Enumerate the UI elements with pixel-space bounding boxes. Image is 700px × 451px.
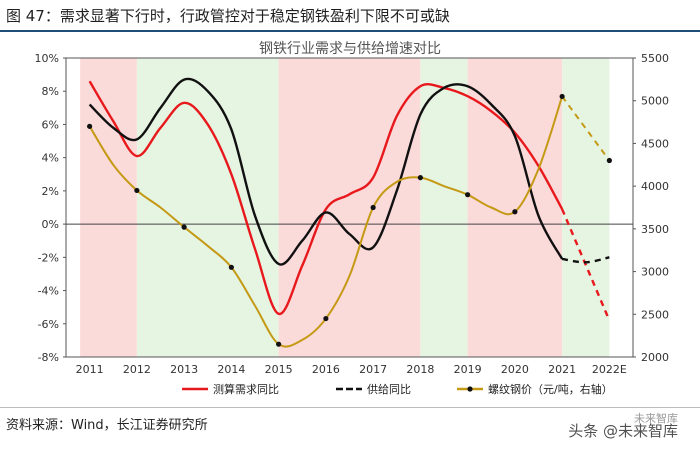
legend-marker xyxy=(467,386,473,392)
series-line-0 xyxy=(88,80,564,315)
series-point xyxy=(512,209,518,215)
x-tick-label: 2013 xyxy=(170,363,198,376)
legend-label-1: 供给同比 xyxy=(367,382,411,396)
y-left-tick-label: 8% xyxy=(42,85,59,98)
y-left-tick-label: 6% xyxy=(42,118,59,131)
plot-frame xyxy=(65,57,634,358)
legend-label-2: 螺纹钢价（元/吨，右轴） xyxy=(488,382,613,396)
x-tick-label: 2011 xyxy=(76,363,104,376)
figure-title: 图 47：需求显著下行时，行政管控对于稳定钢铁盈利下限不可或缺 xyxy=(6,7,450,25)
x-tick-label: 2021 xyxy=(548,363,576,376)
y-left-tick-label: -8% xyxy=(38,351,59,364)
background-band-2 xyxy=(278,58,421,357)
series-point xyxy=(87,123,93,129)
y-left-tick-label: 4% xyxy=(42,152,59,165)
y-right-tick-label: 3500 xyxy=(641,223,669,236)
x-tick-label: 2012 xyxy=(123,363,151,376)
series-point xyxy=(276,341,282,347)
series-point xyxy=(606,157,612,164)
y-right-tick-label: 2000 xyxy=(641,351,669,364)
x-tick-label: 2020 xyxy=(501,363,529,376)
background-band-4 xyxy=(467,58,563,357)
series-forecast-line-1 xyxy=(561,256,610,264)
x-tick-label: 2015 xyxy=(265,363,293,376)
y-left-tick-label: -2% xyxy=(38,251,59,264)
x-tick-label: 2018 xyxy=(406,363,434,376)
y-right-tick-label: 5000 xyxy=(641,95,669,108)
series-point xyxy=(323,315,329,322)
figure-header: 图 47：需求显著下行时，行政管控对于稳定钢铁盈利下限不可或缺 xyxy=(0,0,700,32)
y-right-tick-label: 4500 xyxy=(641,137,669,150)
y-left-tick-label: 2% xyxy=(42,185,59,198)
x-tick-label: 2022E xyxy=(592,363,627,376)
series-point xyxy=(417,175,423,181)
source-note: 资料来源：Wind，长江证券研究所 xyxy=(6,418,208,433)
y-left-tick-label: -4% xyxy=(38,285,59,298)
series-point xyxy=(134,187,140,194)
y-left-tick-label: -6% xyxy=(38,318,59,331)
series-point xyxy=(559,93,565,100)
chart-title: 钢铁行业需求与供给增速对比 xyxy=(259,41,441,57)
series-forecast-line-2 xyxy=(561,95,611,162)
y-right-tick-label: 5500 xyxy=(641,52,669,65)
series-point xyxy=(181,224,187,230)
watermark: 未来智库 头条 @未来智库 xyxy=(568,412,678,441)
y-left-tick-label: 10% xyxy=(35,52,59,65)
background-band-1 xyxy=(136,58,279,357)
background-band-3 xyxy=(420,58,468,357)
y-right-tick-label: 2500 xyxy=(641,308,669,321)
x-tick-label: 2014 xyxy=(217,363,245,376)
series-point xyxy=(465,192,471,198)
x-tick-label: 2019 xyxy=(454,363,482,376)
chart-canvas: 10% 8% 6% 4% 2% 0% -2% -4% -6% -8% 5500 5000 4500 400… xyxy=(35,52,669,396)
series-point xyxy=(228,264,234,270)
watermark-main: 头条 @未来智库 xyxy=(568,422,678,440)
series-line-1 xyxy=(88,77,564,266)
x-tick-label: 2016 xyxy=(312,363,340,376)
x-tick-label: 2017 xyxy=(359,363,387,376)
source-divider xyxy=(0,407,700,408)
y-right-tick-label: 4000 xyxy=(641,180,669,193)
background-band-0 xyxy=(80,58,137,357)
y-right-tick-label: 3000 xyxy=(641,266,669,279)
series-forecast-line-0 xyxy=(561,208,611,321)
series-point xyxy=(370,204,376,211)
legend-label-0: 测算需求同比 xyxy=(213,382,279,396)
y-left-tick-label: 0% xyxy=(42,218,59,231)
background-band-5 xyxy=(562,58,610,357)
watermark-top: 未来智库 xyxy=(634,412,678,425)
